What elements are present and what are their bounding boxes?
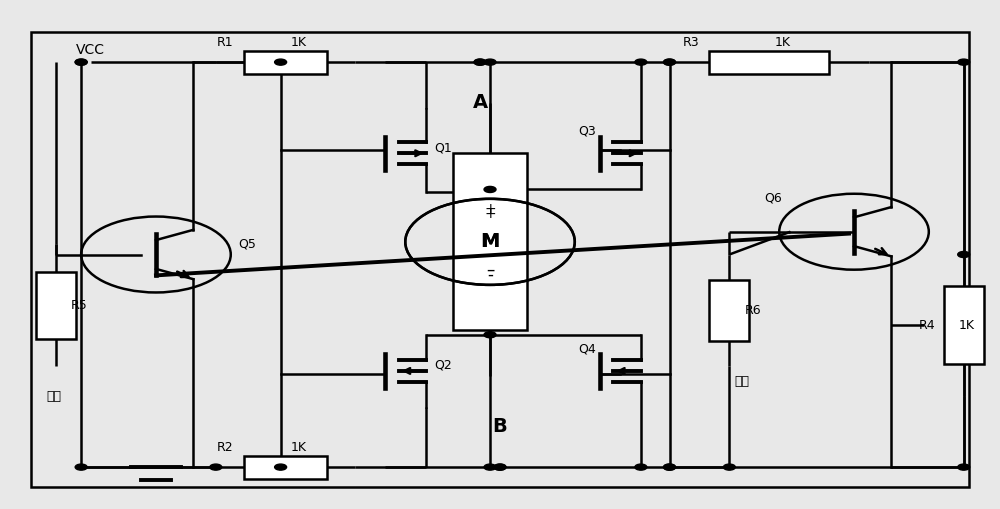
Text: Q2: Q2 bbox=[435, 359, 452, 372]
Circle shape bbox=[484, 186, 496, 192]
Text: -: - bbox=[487, 266, 493, 284]
Text: 后退: 后退 bbox=[46, 390, 61, 403]
Circle shape bbox=[958, 464, 970, 470]
Circle shape bbox=[723, 464, 735, 470]
Circle shape bbox=[494, 464, 506, 470]
FancyBboxPatch shape bbox=[244, 51, 327, 73]
Text: VCC: VCC bbox=[76, 43, 105, 57]
Text: R1: R1 bbox=[217, 37, 234, 49]
FancyBboxPatch shape bbox=[709, 279, 749, 341]
Text: A: A bbox=[472, 93, 488, 112]
Text: R6: R6 bbox=[744, 304, 761, 317]
Circle shape bbox=[494, 464, 506, 470]
Text: R5: R5 bbox=[71, 299, 88, 312]
Text: 1K: 1K bbox=[291, 441, 307, 455]
Text: Q3: Q3 bbox=[578, 125, 596, 137]
Circle shape bbox=[958, 59, 970, 65]
Circle shape bbox=[484, 332, 496, 338]
Text: 前进: 前进 bbox=[734, 375, 749, 387]
Text: M: M bbox=[480, 232, 500, 251]
Text: 1K: 1K bbox=[774, 37, 790, 49]
Circle shape bbox=[474, 59, 486, 65]
Bar bbox=[453, 153, 527, 330]
Circle shape bbox=[75, 59, 87, 65]
Text: 1K: 1K bbox=[291, 37, 307, 49]
Circle shape bbox=[484, 464, 496, 470]
Circle shape bbox=[210, 464, 222, 470]
Text: Q4: Q4 bbox=[578, 342, 596, 355]
Text: –: – bbox=[486, 261, 494, 279]
FancyBboxPatch shape bbox=[36, 272, 76, 338]
Text: Q1: Q1 bbox=[435, 141, 452, 154]
FancyBboxPatch shape bbox=[944, 287, 984, 364]
Text: 1K: 1K bbox=[959, 319, 975, 332]
Circle shape bbox=[664, 59, 676, 65]
FancyBboxPatch shape bbox=[709, 51, 829, 73]
Text: M: M bbox=[481, 233, 499, 251]
Circle shape bbox=[474, 59, 486, 65]
Circle shape bbox=[635, 59, 647, 65]
Text: R3: R3 bbox=[683, 37, 699, 49]
Text: Q6: Q6 bbox=[764, 191, 782, 204]
Text: Q5: Q5 bbox=[238, 238, 256, 251]
FancyBboxPatch shape bbox=[244, 456, 327, 478]
Circle shape bbox=[75, 464, 87, 470]
Circle shape bbox=[484, 59, 496, 65]
Circle shape bbox=[958, 251, 970, 258]
Circle shape bbox=[664, 59, 676, 65]
Circle shape bbox=[664, 464, 676, 470]
Text: B: B bbox=[493, 417, 507, 436]
Circle shape bbox=[75, 59, 87, 65]
Text: R4: R4 bbox=[919, 319, 935, 332]
Text: +: + bbox=[484, 202, 496, 216]
Circle shape bbox=[275, 59, 287, 65]
Circle shape bbox=[635, 464, 647, 470]
Circle shape bbox=[275, 464, 287, 470]
Text: +: + bbox=[484, 207, 496, 221]
Circle shape bbox=[664, 464, 676, 470]
Text: R2: R2 bbox=[217, 441, 234, 455]
